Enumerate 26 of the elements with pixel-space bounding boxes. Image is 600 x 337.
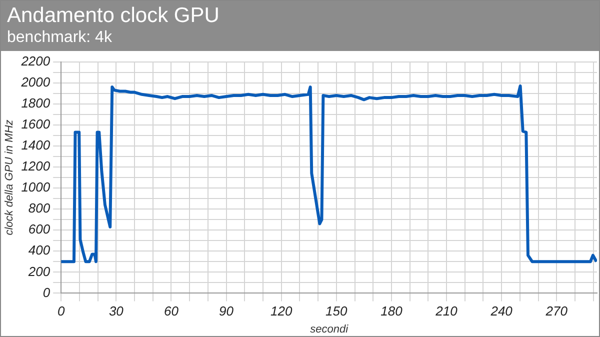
- y-tick-label: 800: [28, 200, 51, 216]
- y-tick-label: 0: [42, 284, 51, 300]
- x-tick-label: 120: [270, 304, 293, 319]
- x-tick-label: 60: [164, 304, 180, 319]
- x-tick-label: 30: [108, 304, 124, 319]
- y-tick-label: 200: [27, 264, 51, 279]
- y-tick-label: 1400: [21, 138, 51, 153]
- x-tick-label: 90: [219, 304, 234, 319]
- y-tick-label: 1200: [21, 158, 51, 174]
- y-axis-title: clock della GPU in MHz: [4, 119, 16, 236]
- y-tick-label: 600: [28, 222, 51, 237]
- x-axis-title: secondi: [310, 323, 349, 336]
- y-tick-label: 2000: [20, 74, 51, 90]
- x-tick-label: 180: [380, 304, 404, 319]
- x-tick-label: 270: [544, 304, 568, 319]
- y-tick-label: 1000: [21, 180, 51, 195]
- x-tick-label: 150: [326, 304, 348, 319]
- x-tick-label: 0: [58, 304, 66, 319]
- chart-subtitle: benchmark: 4k: [7, 28, 113, 47]
- y-tick-label: 1800: [21, 95, 51, 110]
- y-tick-label: 2200: [20, 53, 51, 68]
- x-tick-label: 240: [490, 304, 514, 319]
- x-tick-label: 210: [434, 304, 458, 319]
- y-tick-label: 1600: [21, 116, 51, 132]
- y-tick-label: 400: [28, 242, 51, 258]
- chart-title: Andamento clock GPU: [7, 3, 220, 28]
